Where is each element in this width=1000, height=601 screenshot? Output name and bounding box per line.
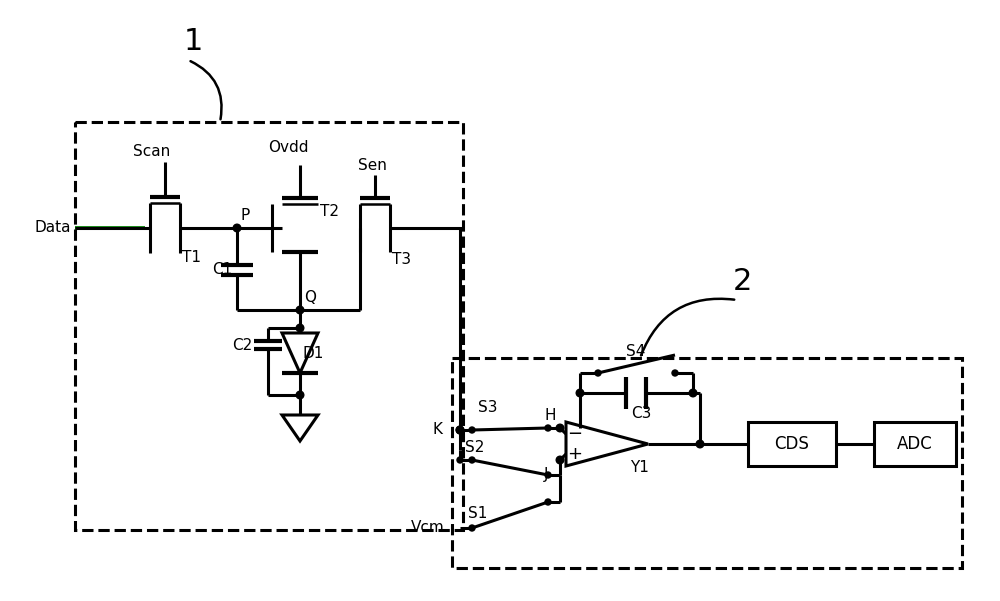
Circle shape [456, 426, 464, 434]
Circle shape [296, 391, 304, 399]
Text: Sen: Sen [358, 157, 387, 172]
Polygon shape [566, 422, 648, 466]
Circle shape [696, 440, 704, 448]
Text: S3: S3 [478, 400, 498, 415]
Circle shape [689, 389, 697, 397]
Circle shape [595, 370, 601, 376]
Text: Q: Q [304, 290, 316, 305]
Text: H: H [544, 407, 556, 423]
Text: 1: 1 [183, 28, 203, 56]
Circle shape [469, 427, 475, 433]
Circle shape [556, 424, 564, 432]
Circle shape [456, 426, 464, 434]
Text: S2: S2 [465, 441, 484, 456]
Polygon shape [282, 415, 318, 441]
Text: D1: D1 [303, 346, 324, 361]
Bar [75, 122, 463, 530]
Text: Data: Data [35, 221, 72, 236]
Text: P: P [241, 207, 250, 222]
Text: S4: S4 [626, 344, 646, 359]
Text: T1: T1 [182, 251, 201, 266]
Text: J: J [544, 468, 548, 483]
Circle shape [576, 389, 584, 397]
Text: −: − [567, 425, 583, 443]
Circle shape [296, 324, 304, 332]
Circle shape [672, 370, 678, 376]
Text: C2: C2 [232, 338, 252, 353]
Text: C1: C1 [212, 263, 232, 278]
Circle shape [457, 457, 463, 463]
Circle shape [545, 472, 551, 478]
Text: Ovdd: Ovdd [268, 141, 308, 156]
Text: Y1: Y1 [630, 460, 649, 475]
Circle shape [469, 525, 475, 531]
Text: K: K [432, 423, 442, 438]
Text: +: + [568, 445, 582, 463]
Text: C3: C3 [631, 406, 651, 421]
Text: Vcm: Vcm [411, 520, 445, 535]
Circle shape [469, 457, 475, 463]
Text: T3: T3 [392, 252, 411, 267]
Text: T2: T2 [320, 204, 339, 219]
Text: ADC: ADC [897, 435, 933, 453]
Bar [452, 358, 962, 568]
Bar [874, 422, 956, 466]
Text: CDS: CDS [775, 435, 809, 453]
Text: 2: 2 [732, 267, 752, 296]
Bar [748, 422, 836, 466]
Text: Scan: Scan [133, 144, 170, 159]
Circle shape [296, 306, 304, 314]
Polygon shape [282, 333, 318, 373]
Text: S1: S1 [468, 505, 487, 520]
Circle shape [545, 425, 551, 431]
Circle shape [545, 499, 551, 505]
Circle shape [556, 456, 564, 464]
Circle shape [233, 224, 241, 232]
